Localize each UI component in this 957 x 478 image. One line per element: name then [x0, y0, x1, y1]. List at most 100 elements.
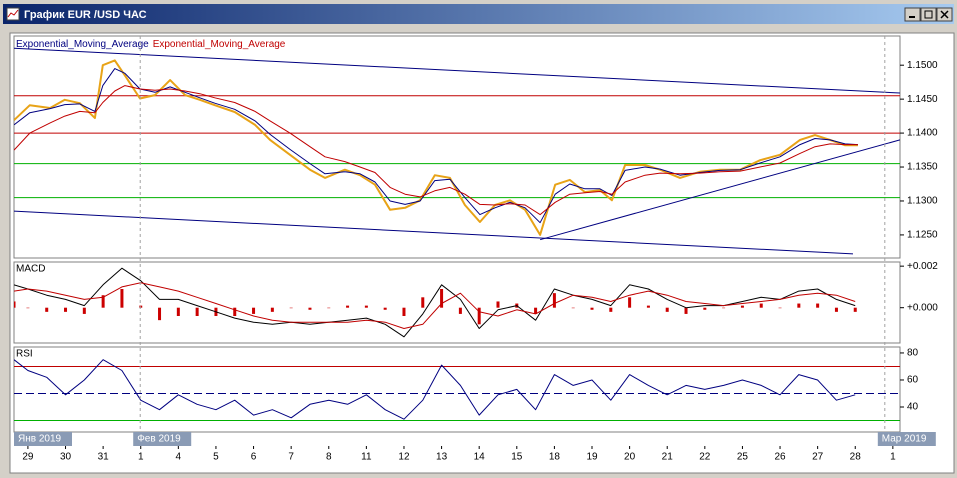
- histogram-bar: [628, 297, 632, 308]
- histogram-bar: [740, 305, 744, 308]
- series-line: [14, 68, 858, 224]
- x-tick-label: 1: [890, 452, 896, 463]
- maximize-button[interactable]: [920, 7, 937, 22]
- histogram-bar: [308, 307, 312, 310]
- x-tick-label: 31: [98, 452, 110, 463]
- minimize-button[interactable]: [904, 7, 921, 22]
- x-tick-label: 1: [138, 452, 144, 463]
- histogram-bar: [82, 307, 86, 314]
- x-tick-label: 6: [251, 452, 257, 463]
- histogram-bar: [139, 305, 143, 308]
- y-tick-label: +0.002: [907, 261, 938, 272]
- x-tick-label: 15: [511, 452, 523, 463]
- panel-title: MACD: [16, 264, 45, 275]
- histogram-bar: [778, 307, 782, 309]
- histogram-bar: [327, 307, 331, 309]
- y-tick-label: 40: [907, 402, 919, 413]
- period-box: [877, 432, 936, 446]
- x-tick-label: 4: [176, 452, 182, 463]
- y-tick-label: 1.1250: [907, 230, 938, 241]
- histogram-bar: [722, 307, 726, 309]
- y-tick-label: 80: [907, 348, 919, 359]
- x-tick-label: 21: [662, 452, 674, 463]
- histogram-bar: [402, 307, 406, 316]
- y-tick-label: +0.000: [907, 302, 938, 313]
- histogram-bar: [26, 307, 30, 309]
- period-box: [133, 432, 192, 446]
- histogram-bar: [665, 307, 669, 312]
- y-tick-label: 1.1400: [907, 128, 938, 139]
- x-tick-label: 11: [361, 452, 372, 463]
- histogram-bar: [101, 295, 105, 308]
- histogram-bar: [64, 307, 68, 312]
- period-label: Фев 2019: [137, 434, 181, 445]
- y-tick-label: 1.1450: [907, 94, 938, 105]
- x-tick-label: 14: [474, 452, 486, 463]
- series-line: [14, 85, 858, 216]
- x-tick-label: 8: [326, 452, 332, 463]
- histogram-bar: [571, 307, 575, 309]
- title-bar: [3, 4, 954, 24]
- histogram-bar: [364, 305, 368, 308]
- period-label: Янв 2019: [18, 434, 62, 445]
- y-tick-label: 1.1300: [907, 196, 938, 207]
- histogram-bar: [158, 307, 162, 321]
- panel: [14, 267, 857, 338]
- x-tick-label: 13: [436, 452, 448, 463]
- histogram-bar: [703, 307, 707, 310]
- x-tick-label: 26: [774, 452, 786, 463]
- x-tick-label: 22: [699, 452, 711, 463]
- series-line: [14, 359, 856, 420]
- legend-entry: Exponential_Moving_Average: [16, 39, 149, 50]
- x-tick-label: 19: [586, 452, 598, 463]
- histogram-bar: [496, 301, 500, 308]
- histogram-bar: [45, 307, 49, 312]
- period-label: Мар 2019: [882, 434, 927, 445]
- histogram-bar: [797, 303, 801, 308]
- y-tick-label: 1.1500: [907, 60, 938, 71]
- histogram-bar: [458, 307, 462, 314]
- histogram-bar: [383, 307, 387, 310]
- histogram-bar: [477, 307, 481, 325]
- histogram-bar: [759, 303, 763, 308]
- trend-line: [14, 210, 854, 255]
- x-tick-label: 7: [288, 452, 294, 463]
- series-line: [14, 267, 856, 338]
- histogram-bar: [590, 307, 594, 310]
- histogram-bar: [834, 307, 838, 312]
- close-glyph: [940, 10, 949, 19]
- window-icon-glyph: [7, 9, 19, 18]
- histogram-bar: [534, 307, 538, 314]
- period-box: [14, 432, 72, 446]
- x-tick-label: 29: [22, 452, 34, 463]
- panel-border: [13, 35, 901, 259]
- chart-area: [9, 32, 955, 474]
- maximize-glyph: [924, 10, 933, 19]
- window-title: График EUR /USD ЧАС: [24, 9, 147, 21]
- histogram-bar: [684, 307, 688, 314]
- x-tick-label: 18: [549, 452, 561, 463]
- trend-line: [14, 47, 900, 94]
- histogram-bar: [421, 297, 425, 308]
- histogram-bar: [289, 307, 293, 309]
- series-line: [14, 59, 858, 236]
- window-buttons[interactable]: [904, 7, 953, 22]
- series-line: [14, 282, 856, 329]
- panel: [14, 47, 900, 255]
- trend-line: [539, 139, 900, 241]
- histogram-bar: [252, 307, 256, 314]
- histogram-bar: [609, 307, 613, 312]
- histogram-bar: [440, 289, 444, 308]
- histogram-bar: [346, 305, 350, 308]
- histogram-bar: [120, 289, 124, 308]
- histogram-bar: [646, 305, 650, 308]
- histogram-bar: [270, 307, 274, 312]
- legend-entry: Exponential_Moving_Average: [153, 39, 286, 50]
- histogram-bar: [552, 293, 556, 308]
- x-tick-label: 5: [213, 452, 219, 463]
- x-tick-label: 20: [624, 452, 636, 463]
- plot-layer: 1.1250 1.1300 1.1350 1.1400 1.1450 1.1500 Expo…: [13, 35, 938, 463]
- x-tick-label: 12: [398, 452, 410, 463]
